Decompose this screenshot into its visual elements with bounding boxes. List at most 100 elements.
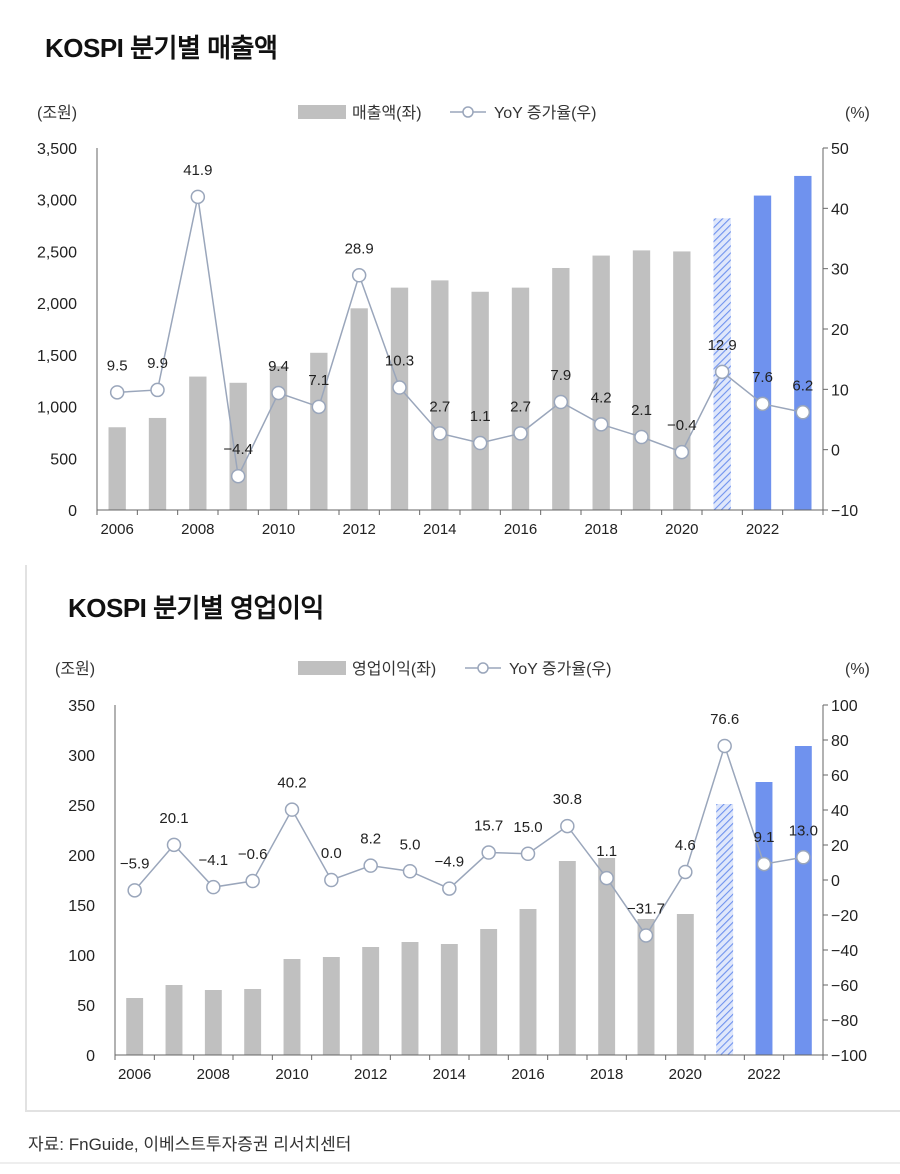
bar-2021: [716, 804, 734, 1055]
left-tick-label: 3,000: [37, 193, 77, 210]
right-tick-label: 100: [831, 698, 858, 715]
yoy-point-2021: [714, 364, 730, 380]
yoy-data-label: 15.7: [474, 818, 503, 835]
yoy-point-2013: [402, 864, 418, 879]
legend-marker-icon: [462, 106, 474, 118]
yoy-data-label: −0.4: [667, 417, 697, 434]
yoy-data-label: 0.0: [321, 845, 342, 862]
yoy-point-2011: [324, 872, 339, 888]
yoy-point-2019: [638, 928, 654, 943]
right-tick-label: 10: [831, 382, 849, 399]
x-tick-label: 2014: [433, 1066, 466, 1083]
left-tick-label: 3,500: [37, 141, 77, 158]
yoy-line: [117, 196, 803, 479]
yoy-data-label: 7.1: [308, 372, 329, 389]
yoy-data-label: 7.9: [550, 367, 571, 384]
right-tick-label: −10: [831, 503, 858, 520]
yoy-data-label: 6.2: [792, 377, 813, 394]
yoy-point-2023: [795, 405, 811, 420]
yoy-point-2010: [284, 802, 300, 817]
yoy-point-2017: [553, 394, 569, 410]
yoy-data-label: −0.6: [238, 846, 268, 863]
bar-2022: [755, 782, 773, 1055]
divider: [0, 1162, 900, 1164]
yoy-point-2018: [599, 870, 614, 886]
yoy-point-2021: [717, 738, 732, 754]
yoy-point-2014: [442, 881, 457, 896]
x-tick-label: 2022: [747, 1066, 780, 1083]
right-tick-label: 50: [831, 141, 849, 158]
right-tick-label: −60: [831, 978, 858, 995]
chart-2-title: KOSPI 분기별 영업이익: [68, 593, 324, 623]
yoy-point-2007: [166, 837, 182, 853]
yoy-data-label: 30.8: [553, 791, 582, 808]
left-tick-label: 0: [68, 503, 77, 520]
right-tick-label: 20: [831, 322, 849, 339]
yoy-point-2012: [363, 858, 378, 873]
right-axis-unit: (%): [845, 105, 870, 122]
bar-2007: [165, 985, 183, 1055]
yoy-data-label: 9.9: [147, 355, 168, 372]
bar-2014: [440, 944, 458, 1055]
x-tick-label: 2008: [181, 521, 214, 538]
bar-2015: [471, 291, 489, 510]
yoy-point-2020: [678, 864, 693, 880]
bar-2018: [592, 255, 610, 510]
bar-2012: [350, 308, 368, 510]
right-tick-label: 80: [831, 733, 849, 750]
yoy-point-2022: [755, 396, 770, 412]
yoy-data-label: 76.6: [710, 711, 739, 728]
yoy-point-2014: [432, 426, 448, 441]
x-tick-label: 2010: [262, 521, 295, 538]
left-tick-label: 100: [68, 948, 95, 965]
yoy-data-label: 2.7: [510, 398, 531, 415]
legend-bar-label: 매출액(좌): [352, 104, 422, 122]
yoy-data-label: 2.1: [631, 402, 652, 419]
left-axis-unit: (조원): [37, 104, 77, 122]
yoy-point-2012: [351, 268, 367, 283]
bar-2006: [108, 427, 126, 510]
bar-2022: [753, 195, 772, 510]
right-tick-label: 20: [831, 838, 849, 855]
bar-2021: [713, 218, 731, 510]
right-tick-label: −80: [831, 1013, 858, 1030]
yoy-data-label: 41.9: [183, 162, 212, 179]
yoy-data-label: 9.5: [107, 357, 128, 374]
left-tick-label: 50: [77, 998, 95, 1015]
bar-2020: [676, 914, 694, 1055]
yoy-data-label: 1.1: [470, 408, 491, 425]
x-tick-label: 2012: [354, 1066, 387, 1083]
yoy-data-label: 2.7: [429, 398, 450, 415]
bar-2012: [362, 947, 380, 1055]
x-tick-label: 2010: [275, 1066, 308, 1083]
bar-2018: [598, 858, 616, 1055]
yoy-point-2010: [271, 385, 286, 401]
x-tick-label: 2014: [423, 521, 456, 538]
right-tick-label: 0: [831, 873, 840, 890]
x-tick-label: 2008: [197, 1066, 230, 1083]
yoy-point-2006: [109, 385, 125, 400]
bar-2019: [632, 250, 651, 510]
yoy-point-2009: [245, 873, 260, 889]
yoy-data-label: 9.4: [268, 358, 289, 375]
right-tick-label: 0: [831, 443, 840, 460]
yoy-point-2006: [127, 883, 142, 898]
x-tick-label: 2012: [342, 521, 375, 538]
right-tick-label: −20: [831, 908, 858, 925]
bar-2017: [552, 267, 570, 510]
yoy-point-2009: [230, 468, 246, 484]
x-tick-label: 2020: [669, 1066, 702, 1083]
bar-2008: [189, 376, 207, 510]
right-tick-label: 40: [831, 201, 849, 218]
bar-2006: [126, 998, 144, 1055]
yoy-data-label: 9.1: [754, 829, 775, 846]
yoy-point-2017: [560, 818, 575, 834]
left-tick-label: 1,000: [37, 400, 77, 417]
bar-2016: [519, 909, 537, 1055]
bar-2010: [283, 959, 301, 1055]
bar-2016: [511, 287, 530, 510]
right-tick-label: −100: [831, 1048, 867, 1065]
left-tick-label: 2,000: [37, 296, 77, 313]
yoy-point-2008: [190, 189, 206, 205]
right-tick-label: 60: [831, 768, 849, 785]
